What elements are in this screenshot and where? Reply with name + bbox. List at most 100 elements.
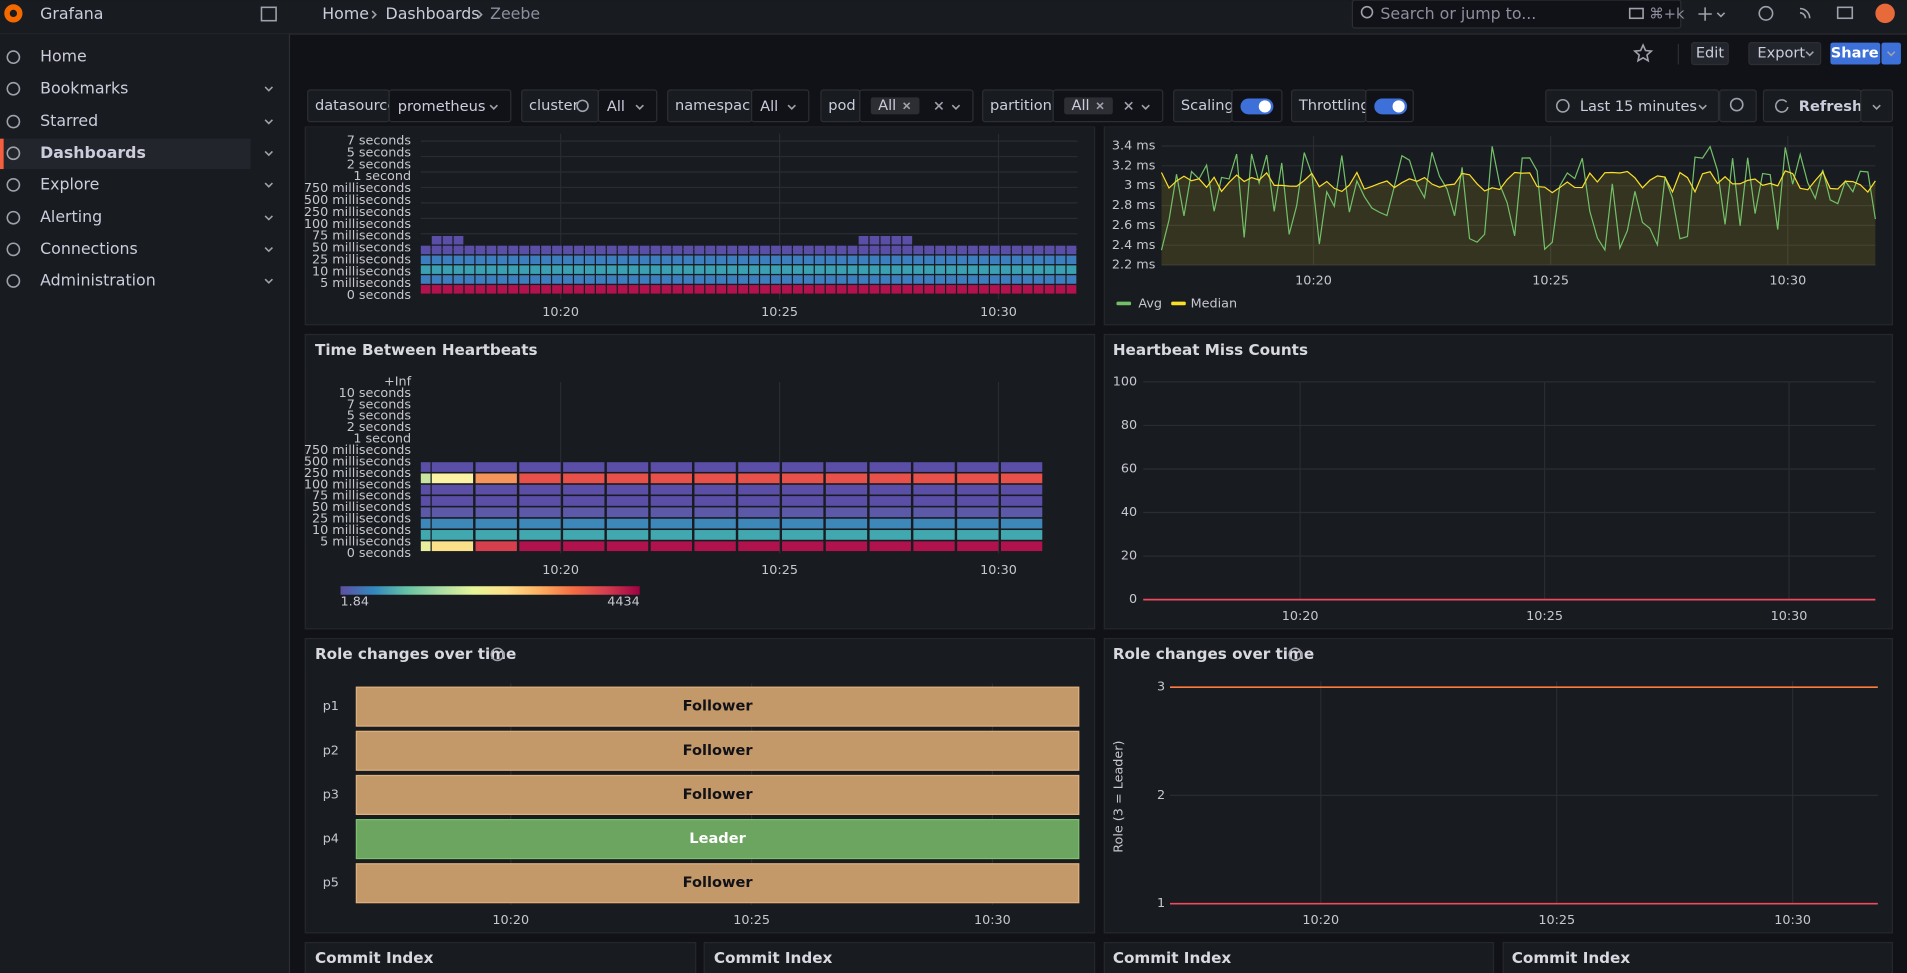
nav-item[interactable]: Bookmarks: [40, 78, 128, 97]
export-button[interactable]: [1748, 41, 1822, 66]
heatmap-cell: [1022, 265, 1033, 274]
heatmap-cell: [584, 255, 595, 265]
variable-chip: [870, 97, 920, 115]
heatmap-cell: [486, 245, 497, 255]
heatmap-cell: [902, 285, 913, 294]
heatmap-cell: [935, 255, 945, 265]
heatmap-cell: [792, 265, 803, 274]
heatmap-cell: [782, 245, 792, 255]
heatmap-cell: [1000, 245, 1011, 255]
heatmap-cell: [606, 285, 617, 294]
heatmap-cell: [464, 245, 475, 255]
share-menu[interactable]: [1881, 42, 1901, 65]
share-button[interactable]: [1830, 42, 1881, 65]
heatmap-cell: [792, 255, 803, 265]
heatmap-cell: [924, 275, 935, 284]
heatmap-cell: [431, 507, 474, 518]
heatmap-cell: [836, 245, 847, 255]
heatmap-cell: [968, 285, 978, 294]
heatmap-cell: [661, 245, 672, 255]
heatmap-cell: [705, 275, 716, 284]
state-label: Leader: [689, 830, 746, 847]
user-avatar[interactable]: [1875, 3, 1895, 24]
panel-title: Heartbeat Miss Counts: [1113, 341, 1308, 359]
chevron-icon: [264, 215, 273, 221]
heatmap-cell: [672, 265, 683, 274]
add-icon[interactable]: [1698, 7, 1712, 21]
nav-item[interactable]: Starred: [40, 111, 98, 130]
y-axis-label: 2.2 ms: [1112, 258, 1156, 273]
y-axis-label: 750 milliseconds: [304, 443, 412, 458]
kiosk-icon[interactable]: [1836, 6, 1854, 20]
breadcrumb[interactable]: Dashboards: [386, 4, 480, 23]
news-icon[interactable]: [1799, 7, 1811, 19]
panel: [703, 941, 1096, 973]
heatmap-cell: [957, 530, 999, 540]
heatmap-cell: [869, 245, 880, 255]
chip-remove[interactable]: [1096, 102, 1104, 110]
y-axis-label: 50 milliseconds: [312, 500, 411, 515]
heatmap-cell: [1000, 507, 1043, 518]
refresh-interval[interactable]: [1860, 89, 1894, 123]
variable-select[interactable]: [751, 89, 810, 123]
y-axis-label: 20: [1121, 549, 1137, 564]
row-label: p1: [323, 699, 339, 714]
heatmap-cell: [694, 265, 705, 274]
heatmap-cell: [595, 245, 606, 255]
breadcrumb[interactable]: Home: [322, 4, 369, 23]
heatmap-cell: [1000, 484, 1043, 495]
heatmap-cell: [584, 265, 595, 274]
star-icon[interactable]: [1632, 43, 1654, 63]
nav-item[interactable]: Connections: [40, 239, 138, 258]
heatmap-cell: [694, 473, 736, 484]
edit-button[interactable]: [1691, 41, 1729, 66]
heatmap-cell: [650, 541, 693, 552]
heatmap-cell: [836, 255, 847, 265]
y-axis-label: 500 milliseconds: [304, 454, 412, 469]
heatmap-cell: [760, 265, 770, 274]
zoom-out[interactable]: [1719, 89, 1757, 123]
heatmap-cell: [902, 265, 913, 274]
heatmap-cell: [924, 285, 935, 294]
heatmap-cell: [431, 484, 474, 495]
nav-item[interactable]: Home: [40, 47, 87, 66]
nav-item[interactable]: Alerting: [40, 207, 102, 226]
heatmap-cell: [803, 275, 814, 284]
y-axis-label: 100 milliseconds: [304, 477, 412, 492]
heatmap-cell: [650, 265, 661, 274]
variable-select[interactable]: [388, 89, 512, 123]
heatmap-cell: [584, 245, 595, 255]
nav-item[interactable]: Explore: [40, 174, 99, 193]
chip-remove[interactable]: [903, 102, 911, 110]
clear-icon[interactable]: [1124, 101, 1133, 111]
x-axis-label: 10:30: [974, 913, 1011, 928]
variable-select[interactable]: [597, 89, 658, 123]
heatmap-cell: [595, 265, 606, 274]
nav-item[interactable]: Dashboards: [40, 143, 146, 162]
state-bar: [355, 774, 1080, 815]
heatmap-cell: [869, 275, 880, 284]
clear-icon[interactable]: [934, 101, 944, 111]
heatmap-cell: [617, 245, 628, 255]
heatmap-cell: [1044, 275, 1055, 284]
heatmap-cell: [913, 518, 955, 529]
search-box[interactable]: [1351, 0, 1682, 29]
variable-label: namespace: [675, 97, 759, 114]
time-picker[interactable]: [1545, 89, 1720, 123]
heatmap-cell: [716, 275, 727, 284]
chevron-icon: [1886, 51, 1896, 57]
heatmap-cell: [803, 285, 814, 294]
toggle-label: Throttling: [1298, 97, 1370, 114]
heatmap-cell: [913, 541, 955, 552]
heatmap-cell: [738, 496, 780, 506]
heatmap-cell: [694, 530, 736, 540]
panel: [304, 941, 697, 973]
refresh-label: Refresh: [1799, 98, 1863, 115]
heatmap-cell: [869, 285, 880, 294]
sidebar-toggle[interactable]: [260, 6, 277, 22]
help-icon[interactable]: [1758, 5, 1774, 21]
nav-item[interactable]: Administration: [40, 270, 156, 289]
heatmap-cell: [606, 265, 617, 274]
chevron-icon: [264, 150, 273, 157]
heatmap-cell: [825, 507, 868, 518]
